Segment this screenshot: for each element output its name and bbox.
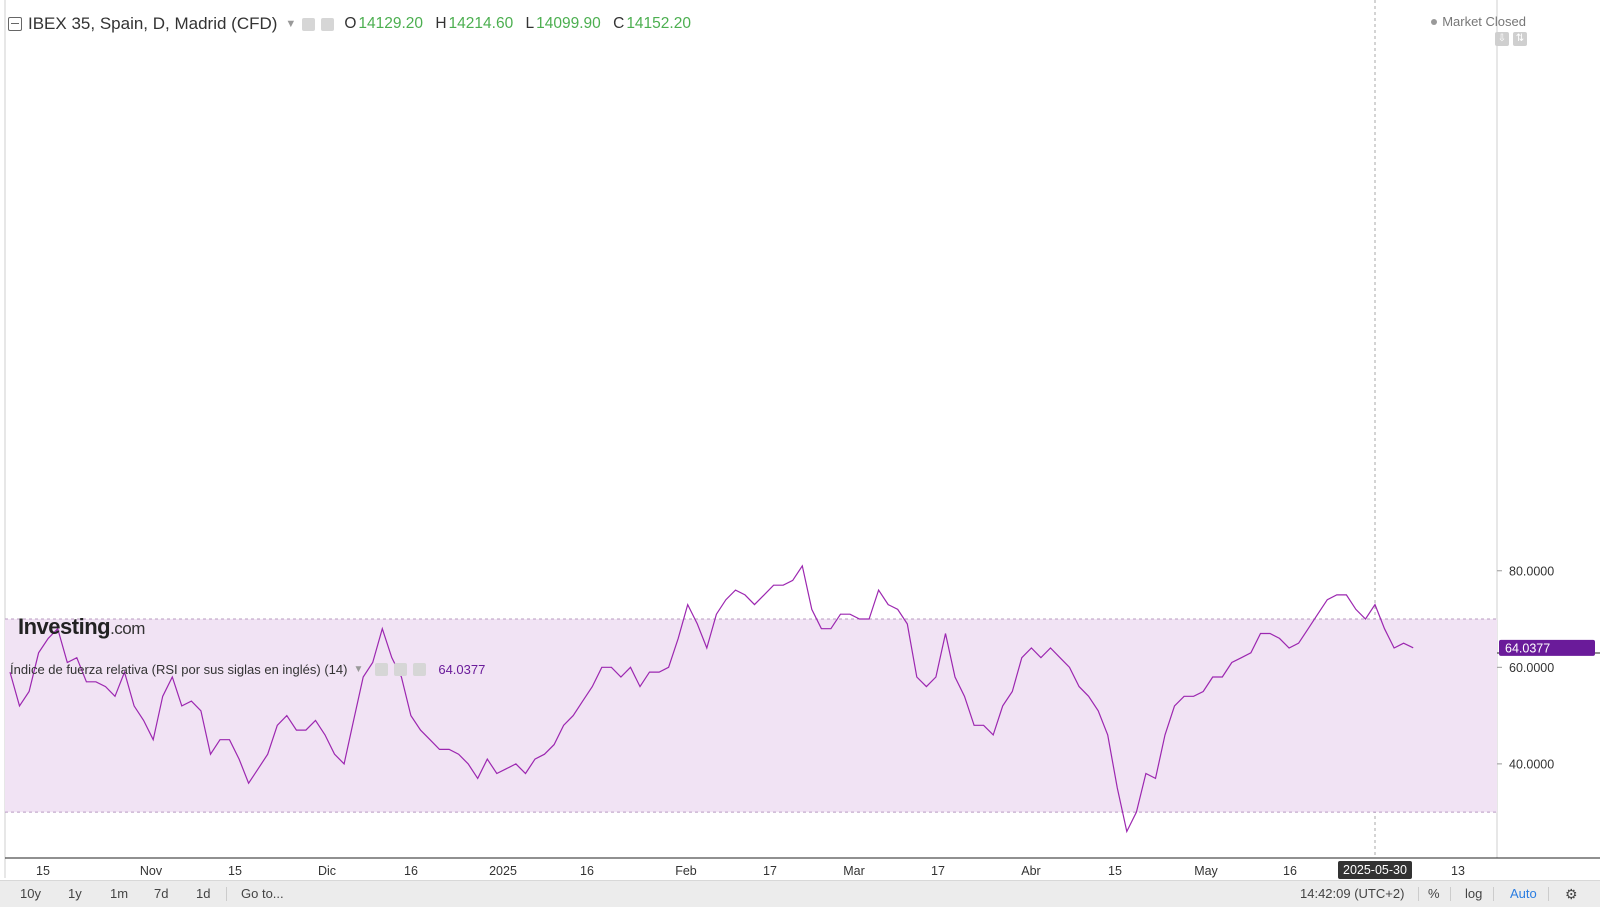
rsi-value: 64.0377 — [438, 662, 486, 677]
time-axis-label: 15 — [36, 864, 50, 878]
market-status: Market Closed — [1431, 14, 1526, 29]
date-tag: 2025-05-30 — [1338, 861, 1412, 879]
divider — [1548, 887, 1549, 901]
rsi-tick-label: 60.0000 — [1509, 661, 1554, 675]
ohlc-readout: O 14129.20 H 14214.60 L 14099.90 C 14152.20 — [344, 15, 691, 33]
divider — [1450, 887, 1451, 901]
time-axis-label: 15 — [1108, 864, 1122, 878]
low-value: 14099.90 — [536, 15, 601, 32]
time-axis-label: May — [1194, 864, 1218, 878]
range-10y-button[interactable]: 10y — [20, 886, 41, 901]
time-axis-label: 17 — [763, 864, 777, 878]
close-icon[interactable] — [413, 663, 427, 676]
close-label: C — [613, 15, 625, 32]
log-toggle[interactable]: log — [1465, 886, 1483, 901]
eye-icon[interactable] — [375, 663, 389, 676]
auto-toggle[interactable]: Auto — [1510, 886, 1537, 901]
time-axis-label: Mar — [843, 864, 865, 878]
time-axis-label: 17 — [931, 864, 945, 878]
gear-icon[interactable]: ⚙ — [1565, 886, 1578, 902]
divider — [1418, 887, 1419, 901]
percent-toggle[interactable]: % — [1428, 886, 1440, 901]
close-value: 14152.20 — [626, 15, 691, 32]
collapse-icon[interactable] — [8, 17, 22, 31]
high-label: H — [435, 15, 447, 32]
chart-header: IBEX 35, Spain, D, Madrid (CFD) ▼ O 14129… — [8, 10, 691, 38]
gear-icon[interactable] — [321, 17, 335, 31]
rsi-header: Índice de fuerza relativa (RSI por sus s… — [10, 662, 485, 677]
open-label: O — [344, 15, 357, 32]
brand-name: Investing — [18, 614, 111, 639]
range-7d-button[interactable]: 7d — [154, 886, 169, 901]
time-axis-label: 16 — [1283, 864, 1297, 878]
time-axis-label: 13 — [1451, 864, 1465, 878]
bottom-toolbar: 10y 1y 1m 7d 1d Go to... 14:42:09 (UTC+2… — [0, 880, 1600, 907]
time-axis-label: Nov — [140, 864, 163, 878]
rsi-value-tag: 64.0377 — [1505, 641, 1550, 655]
time-axis-label: Abr — [1021, 864, 1040, 878]
time-axis-label: 2025 — [489, 864, 517, 878]
high-value: 14214.60 — [448, 15, 514, 32]
investing-logo: Investing.com — [18, 614, 145, 640]
range-1m-button[interactable]: 1m — [110, 886, 129, 901]
status-dot-icon — [1431, 18, 1438, 25]
chevron-down-icon[interactable]: ▼ — [353, 664, 364, 675]
rsi-band — [5, 619, 1497, 813]
time-axis-label: 15 — [228, 864, 242, 878]
brand-suffix: .com — [110, 619, 145, 638]
divider — [226, 887, 227, 901]
clock-readout: 14:42:09 (UTC+2) — [1300, 886, 1405, 901]
rsi-line — [9, 564, 1414, 834]
time-axis-label: Feb — [675, 864, 697, 878]
symbol-title[interactable]: IBEX 35, Spain, D, Madrid (CFD) — [28, 14, 278, 33]
rsi-value-tag-bg — [1499, 639, 1595, 656]
market-status-label: Market Closed — [1442, 14, 1526, 29]
open-value: 14129.20 — [358, 15, 424, 32]
time-axis-label: 16 — [404, 864, 418, 878]
range-1y-button[interactable]: 1y — [68, 886, 82, 901]
gear-icon[interactable] — [394, 663, 408, 676]
divider — [1493, 887, 1494, 901]
chevron-down-icon[interactable]: ▼ — [285, 18, 297, 30]
header-actions: ⇩ ⇅ — [1495, 32, 1527, 46]
time-axis-label: 16 — [580, 864, 594, 878]
rsi-tick-label: 40.0000 — [1509, 757, 1554, 771]
rsi-title[interactable]: Índice de fuerza relativa (RSI por sus s… — [10, 662, 348, 677]
download-icon[interactable]: ⇩ — [1495, 32, 1509, 46]
goto-button[interactable]: Go to... — [241, 886, 284, 901]
range-1d-button[interactable]: 1d — [196, 886, 211, 901]
eye-icon[interactable] — [302, 17, 316, 31]
low-label: L — [525, 15, 535, 32]
rsi-tick-label: 80.0000 — [1509, 564, 1554, 578]
time-axis-label: Dic — [318, 864, 336, 878]
sort-icon[interactable]: ⇅ — [1513, 32, 1527, 46]
